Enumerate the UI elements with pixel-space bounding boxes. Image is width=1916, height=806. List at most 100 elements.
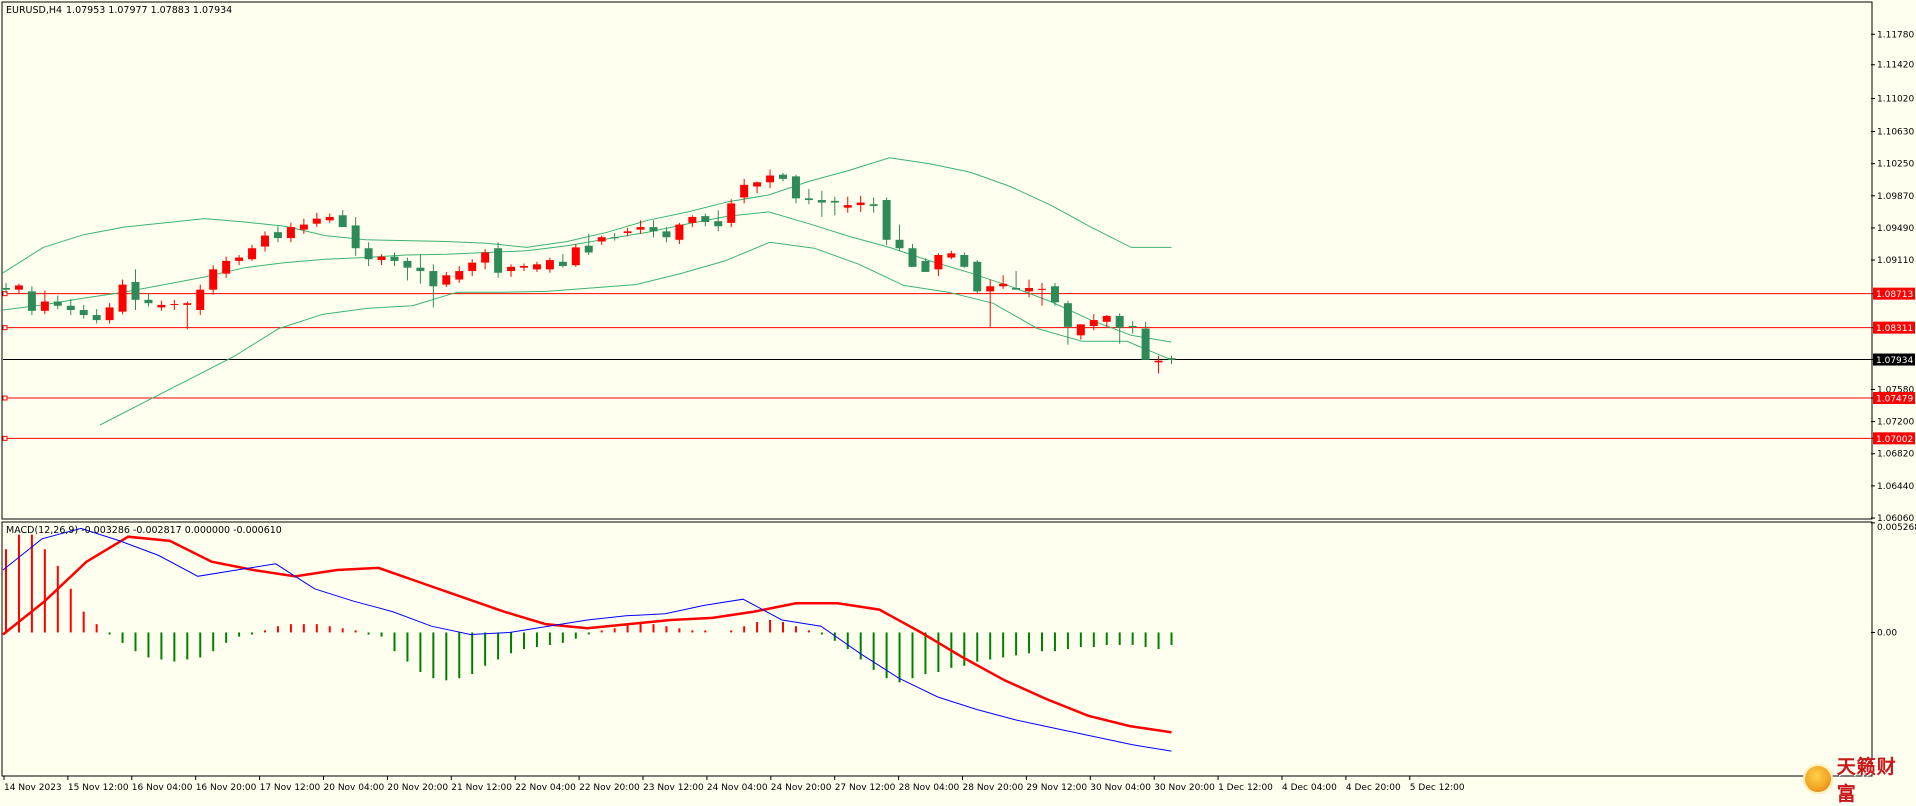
candle-body <box>170 304 179 306</box>
candle-body <box>532 264 541 270</box>
candle-body <box>960 255 969 267</box>
level-price-tag <box>1873 287 1915 300</box>
time-tick-label: 4 Dec 04:00 <box>1282 783 1337 793</box>
level-line-marker <box>2 325 8 331</box>
candle-body <box>273 232 282 239</box>
candle-body <box>856 202 865 206</box>
time-tick-label: 17 Nov 12:00 <box>260 783 321 793</box>
candle-body <box>753 182 762 187</box>
price-tick-label: 1.10250 <box>1877 160 1914 170</box>
candle-body <box>791 176 800 199</box>
symbol-label: EURUSD,H4 <box>6 5 62 16</box>
candle-body <box>338 215 347 228</box>
candle-body <box>157 304 166 308</box>
time-tick-label: 29 Nov 12:00 <box>1026 783 1087 793</box>
time-tick-label: 30 Nov 04:00 <box>1090 783 1151 793</box>
candle-body <box>442 275 451 285</box>
candle-body <box>209 269 218 290</box>
price-tick-label: 1.11020 <box>1877 95 1914 105</box>
candle-body <box>610 237 619 239</box>
candle-body <box>908 248 917 267</box>
time-tick-label: 24 Nov 20:00 <box>771 783 832 793</box>
candle-body <box>118 284 127 312</box>
time-tick-label: 20 Nov 04:00 <box>324 783 385 793</box>
time-tick-label: 24 Nov 04:00 <box>707 783 768 793</box>
level-line-marker <box>2 435 8 441</box>
price-panel[interactable]: 1.11780 1.11420 1.11020 1.10630 1.10250 1.098… <box>1 1 1915 524</box>
price-axis: 1.11780 1.11420 1.11020 1.10630 1.10250 1.098… <box>1871 30 1915 524</box>
current-price-tag-text: 1.07934 <box>1876 356 1913 366</box>
bollinger-upper <box>2 157 1172 274</box>
candle-body <box>921 260 930 272</box>
candle-body <box>1063 303 1072 327</box>
candle-body <box>662 231 671 238</box>
candle-body <box>494 248 503 273</box>
level-price-tag-text: 1.07479 <box>1876 395 1913 405</box>
level-line-marker <box>2 291 8 297</box>
candle-body <box>299 224 308 230</box>
macd-panel[interactable]: 0.005268 0.00 MACD(12,26,9) -0.003286 -0.… <box>1 521 1916 777</box>
candle-body <box>1038 288 1046 290</box>
price-tick-label: 1.11780 <box>1877 30 1914 40</box>
candle-body <box>1076 324 1085 336</box>
candle-body <box>727 203 736 223</box>
candle-body <box>934 255 943 270</box>
level-price-tag-text: 1.08713 <box>1876 290 1913 300</box>
price-tick-label: 1.06820 <box>1877 450 1914 460</box>
macd-axis: 0.005268 0.00 <box>1871 522 1916 638</box>
time-tick-label: 28 Nov 20:00 <box>963 783 1024 793</box>
macd-label: MACD(12,26,9) -0.003286 -0.002817 0.0000… <box>6 525 282 536</box>
candle-body <box>235 257 244 261</box>
candle-body <box>377 256 386 261</box>
logo-icon <box>1803 764 1833 794</box>
candle-body <box>1025 287 1034 292</box>
level-price-tag-text: 1.07002 <box>1876 435 1913 445</box>
candle-body <box>66 305 75 310</box>
candle-body <box>882 200 891 240</box>
level-lines <box>2 291 1871 441</box>
macd-histogram <box>5 534 1173 683</box>
time-axis: 14 Nov 2023 15 Nov 12:00 16 Nov 04:00 16 No… <box>3 776 1465 793</box>
candle-body <box>1167 358 1176 360</box>
time-tick-label: 20 Nov 20:00 <box>387 783 448 793</box>
candle-body <box>286 227 295 239</box>
candle-body <box>27 291 36 311</box>
time-tick-label: 14 Nov 2023 <box>4 783 62 793</box>
candle-body <box>261 235 269 247</box>
candle-body <box>403 260 412 268</box>
time-tick-label: 30 Nov 20:00 <box>1154 783 1215 793</box>
candle-body <box>416 267 425 272</box>
candle-body <box>558 261 567 266</box>
ohlc-values: 1.07953 1.07977 1.07883 1.07934 <box>66 5 232 16</box>
candle-body <box>196 289 205 310</box>
level-price-tag <box>1873 392 1915 405</box>
candle-body <box>895 239 904 249</box>
candle-body <box>869 204 878 206</box>
macd-main-line <box>2 527 1172 752</box>
candle-body <box>636 227 645 230</box>
candle-body <box>429 271 438 287</box>
candle-body <box>144 299 153 304</box>
price-tick-label: 1.10630 <box>1877 128 1914 138</box>
price-tick-label: 1.06440 <box>1877 482 1914 492</box>
candle-body <box>222 260 231 274</box>
time-tick-label: 5 Dec 12:00 <box>1410 783 1465 793</box>
level-price-tag <box>1873 321 1915 334</box>
candle-body <box>843 205 852 208</box>
candle-body <box>714 221 723 227</box>
macd-panel-frame <box>1 521 1873 777</box>
candle-body <box>325 216 334 221</box>
price-tick-label: 1.07580 <box>1877 385 1914 395</box>
candle-body <box>804 198 813 201</box>
candle-body <box>481 252 490 263</box>
candle-body <box>675 224 684 240</box>
time-tick-label: 4 Dec 20:00 <box>1346 783 1401 793</box>
candle-body <box>455 271 464 280</box>
candle-body <box>740 184 749 198</box>
price-tick-label: 1.11420 <box>1877 61 1914 71</box>
brand-logo: 天籁财富 <box>1803 756 1916 805</box>
candle-body <box>947 253 956 258</box>
candle-body <box>1154 360 1163 363</box>
candle-body <box>999 283 1008 287</box>
